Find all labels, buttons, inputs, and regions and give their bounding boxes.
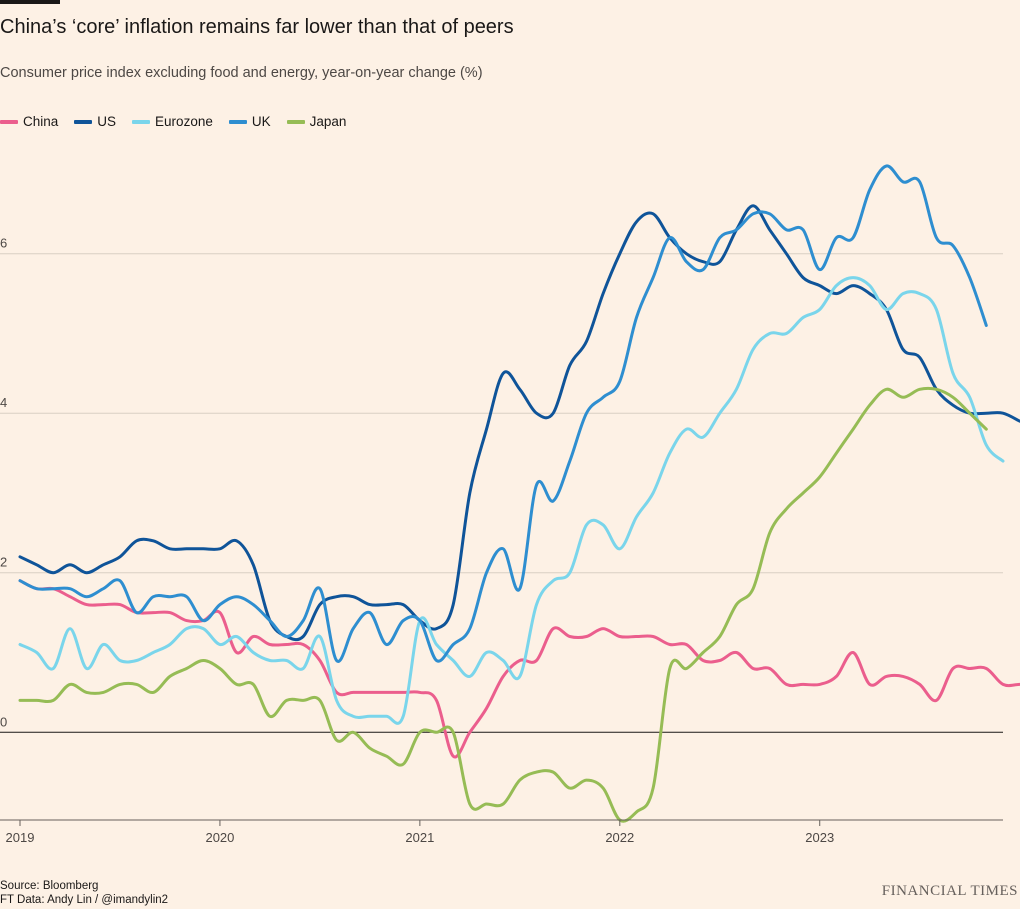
- y-tick-label: 4: [0, 395, 7, 410]
- y-tick-label: 0: [0, 714, 7, 729]
- chart-subtitle: Consumer price index excluding food and …: [0, 65, 483, 81]
- credit-note: FT Data: Andy Lin / @imandylin2: [0, 894, 169, 906]
- legend-item-us: US: [74, 114, 116, 129]
- x-tick-label: 2022: [605, 830, 634, 845]
- x-tick-label: 2019: [6, 830, 35, 845]
- source-note: Source: Bloomberg: [0, 880, 99, 892]
- x-tick-label: 2020: [205, 830, 234, 845]
- x-tick-label: 2023: [805, 830, 834, 845]
- legend-swatch: [286, 119, 305, 124]
- chart-title: China’s ‘core’ inflation remains far low…: [0, 16, 514, 38]
- legend-label: China: [23, 114, 59, 129]
- series-line-us: [18, 204, 1020, 642]
- legend-label: Japan: [309, 114, 347, 129]
- legend-item-uk: UK: [228, 114, 271, 129]
- legend-swatch: [0, 119, 18, 124]
- legend-swatch: [132, 119, 151, 124]
- footer: Source: Bloomberg FT Data: Andy Lin / @i…: [0, 879, 168, 907]
- series-line-uk: [18, 164, 988, 663]
- legend-label: US: [97, 114, 117, 129]
- gridlines: 0 2 4 6: [0, 236, 1003, 733]
- line-chart: 0 2 4 6 2019 2020 2021 2022 2023: [0, 164, 1020, 845]
- legend-swatch: [74, 119, 93, 124]
- x-axis: 2019 2020 2021 2022 2023: [0, 819, 1003, 845]
- x-tick-label: 2021: [405, 830, 434, 845]
- legend-item-china: China: [0, 114, 58, 129]
- series-line-eurozone: [18, 276, 1005, 725]
- y-tick-label: 2: [0, 555, 7, 570]
- y-tick-label: 6: [0, 236, 7, 251]
- legend-item-japan: Japan: [286, 114, 347, 129]
- legend: China US Eurozone UK Japan: [0, 114, 362, 129]
- brand-bar: [0, 0, 60, 4]
- legend-swatch: [228, 119, 247, 124]
- series-line-china: [18, 579, 1020, 759]
- legend-label: UK: [251, 114, 271, 129]
- series-lines: [18, 164, 1020, 823]
- legend-item-eurozone: Eurozone: [132, 114, 213, 129]
- legend-label: Eurozone: [155, 114, 213, 129]
- ft-logo-text: FINANCIAL TIMES: [881, 883, 1018, 899]
- series-line-japan: [18, 386, 988, 823]
